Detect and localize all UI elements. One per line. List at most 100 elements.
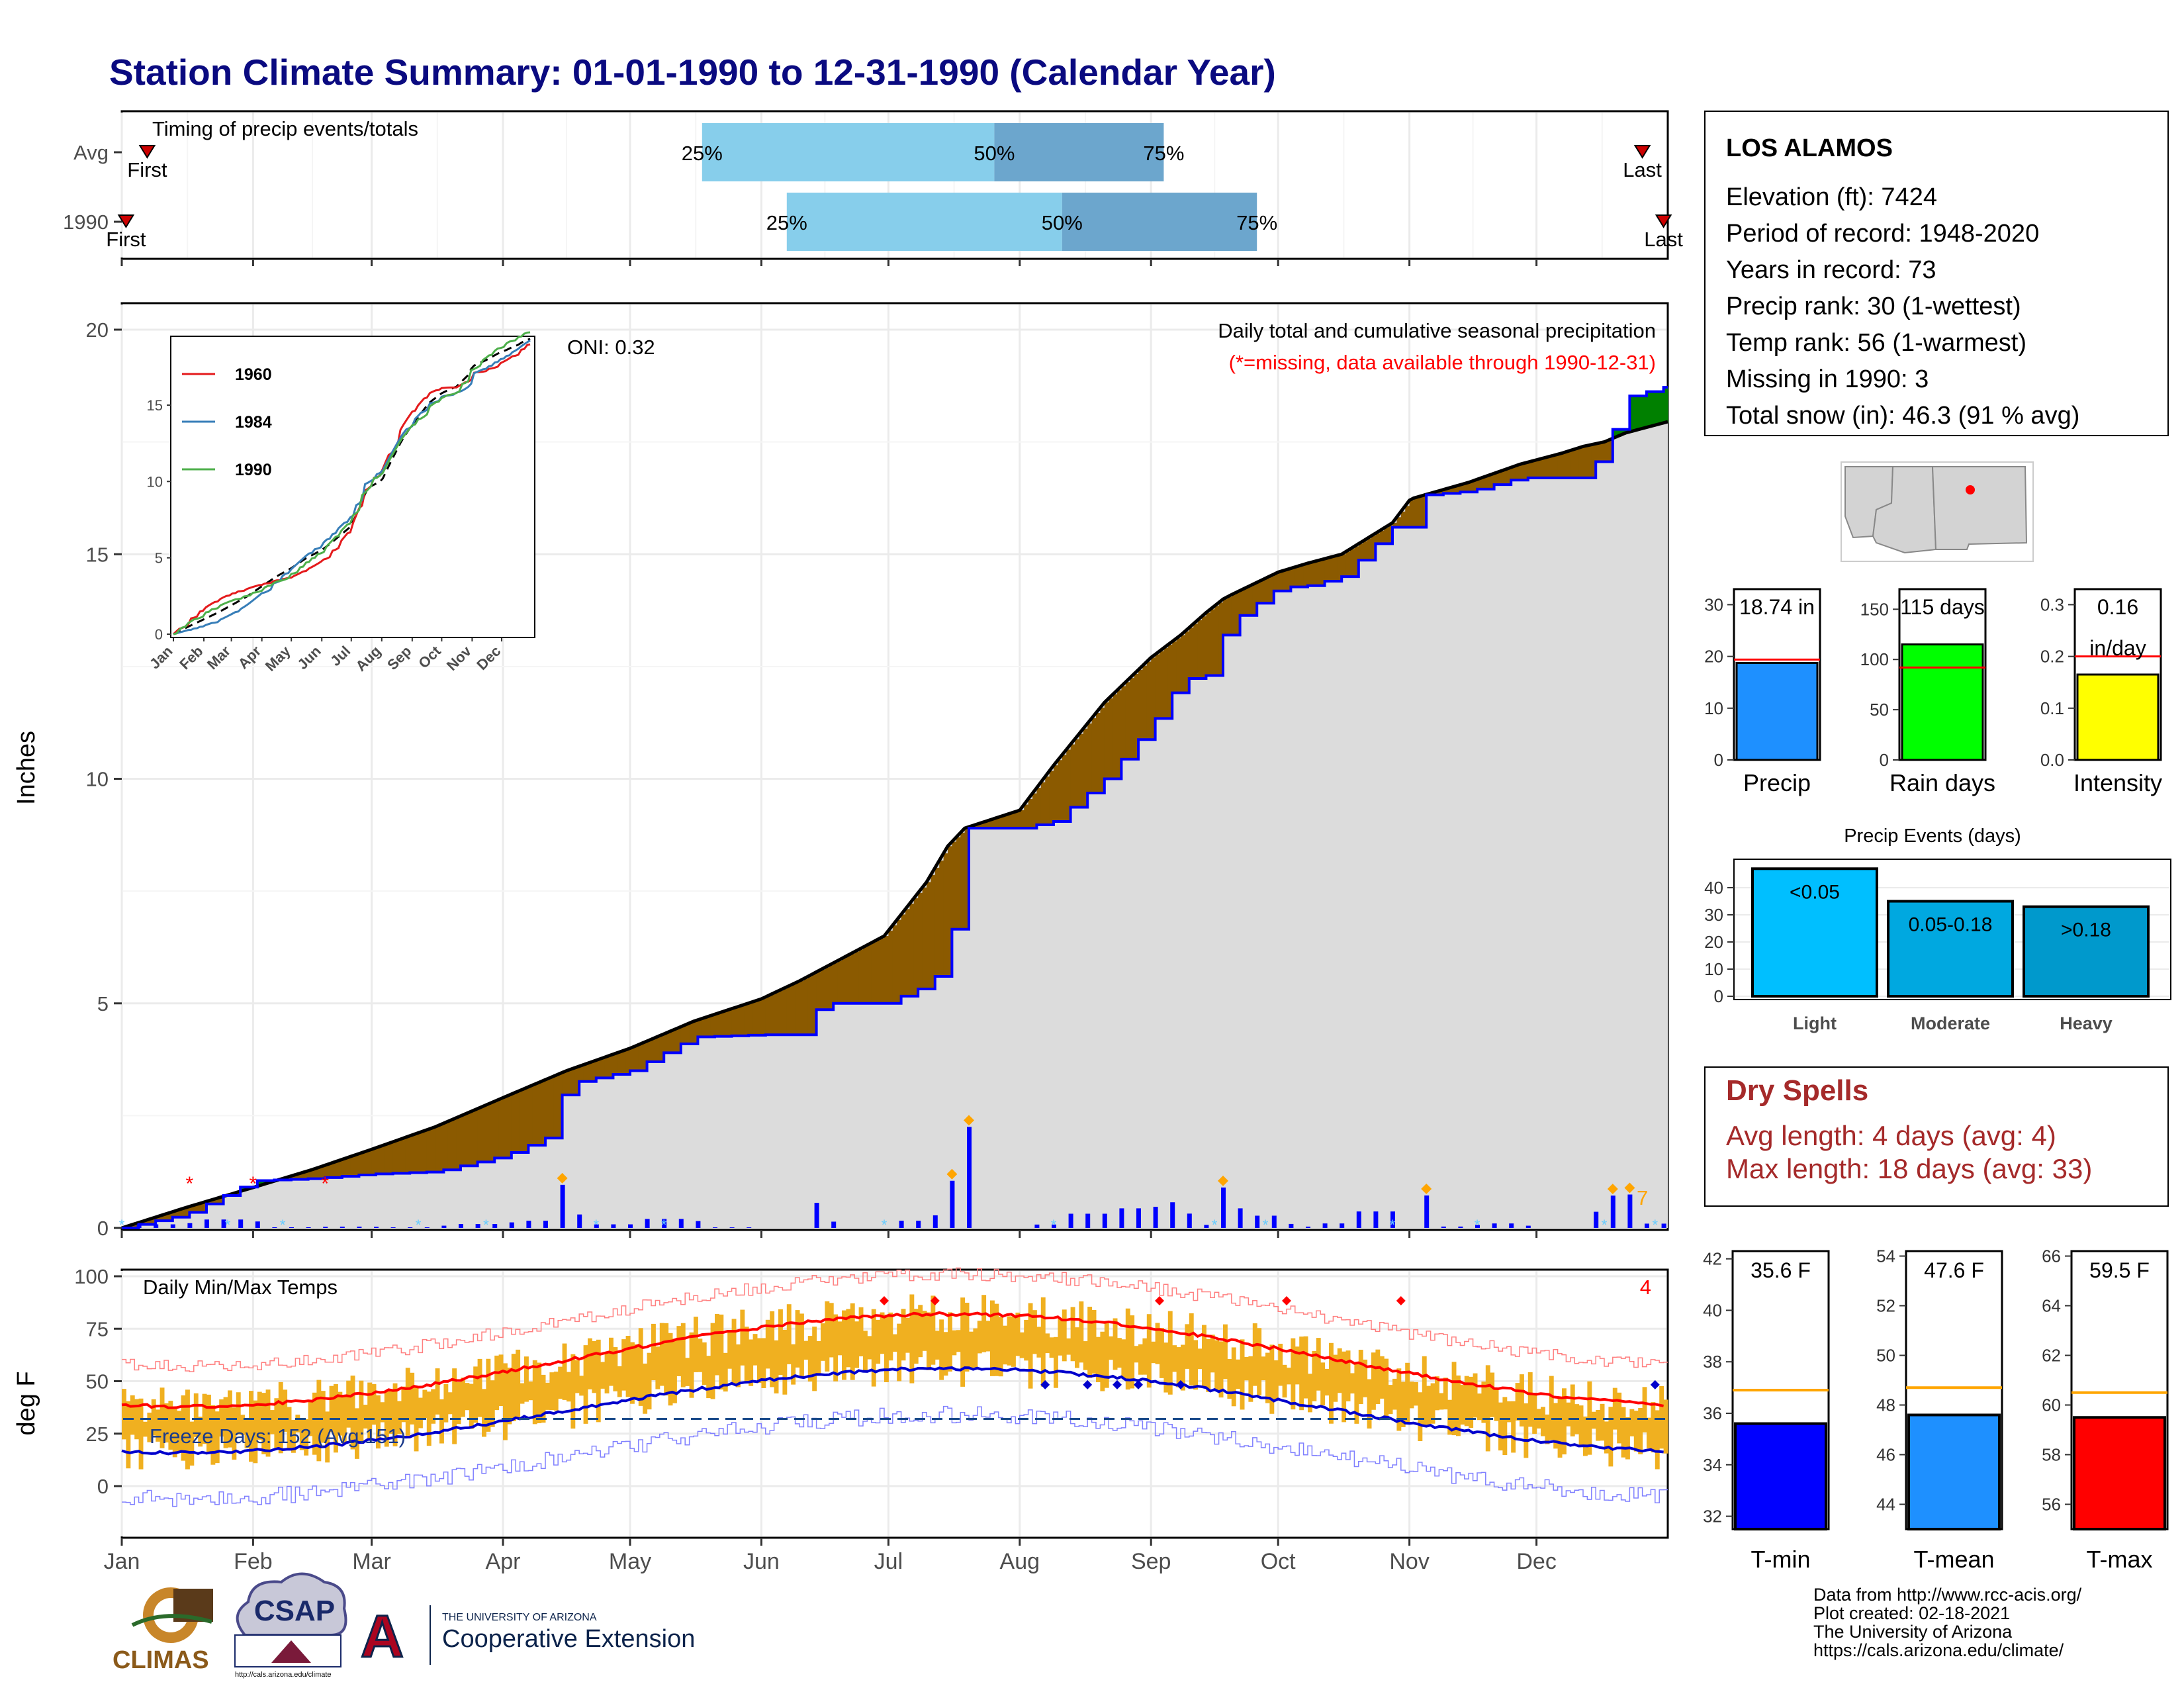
daily-temp-bar bbox=[829, 1303, 834, 1358]
departure-slice bbox=[1379, 530, 1385, 544]
daily-temp-bar bbox=[1400, 1382, 1406, 1427]
daily-temp-bar bbox=[265, 1389, 271, 1457]
daily-precip-bar bbox=[1289, 1223, 1294, 1228]
timing-bar-50-75 bbox=[1062, 193, 1257, 251]
daily-temp-bar bbox=[1511, 1401, 1516, 1453]
daily-temp-bar bbox=[532, 1360, 537, 1425]
precip-panel: * * * * * * * * * * * * * * * * * * 0 5 10 15 20 Inches Daily… bbox=[13, 302, 1669, 1240]
events-ytick-label: 10 bbox=[1704, 959, 1723, 979]
departure-slice bbox=[469, 1112, 474, 1166]
departure-slice bbox=[1532, 461, 1537, 478]
daily-temp-bar bbox=[308, 1401, 313, 1436]
departure-slice bbox=[490, 1103, 495, 1162]
daily-temp-bar bbox=[956, 1330, 961, 1352]
daily-temp-bar bbox=[156, 1409, 161, 1442]
daily-precip-bar bbox=[662, 1219, 667, 1228]
departure-slice bbox=[647, 1041, 652, 1062]
temp-ytick-label: 75 bbox=[86, 1317, 109, 1340]
departure-slice bbox=[698, 1019, 703, 1037]
daily-temp-bar bbox=[397, 1401, 402, 1434]
last-event-marker bbox=[1655, 214, 1672, 228]
daily-precip-bar bbox=[916, 1221, 921, 1228]
daily-precip-bar bbox=[645, 1219, 650, 1228]
temperature-summary-bars: 32 34 36 38 40 42 35.6 F T-min 44 46 48 50 52 54 47.6 … bbox=[1703, 1246, 2169, 1573]
departure-slice bbox=[1435, 492, 1440, 495]
departure-slice bbox=[447, 1121, 453, 1170]
departure-slice bbox=[655, 1037, 660, 1062]
daily-precip-bar bbox=[543, 1221, 548, 1228]
daily-temp-bar bbox=[1562, 1388, 1567, 1455]
daily-temp-bar bbox=[994, 1303, 999, 1376]
station-detail-line: Years in record: 73 bbox=[1726, 256, 1936, 284]
daily-temp-bar bbox=[151, 1399, 156, 1436]
daily-temp-bar bbox=[1451, 1362, 1457, 1436]
daily-temp-bar bbox=[1121, 1339, 1126, 1379]
temp-summary-ytick-label: 66 bbox=[2042, 1246, 2061, 1266]
departure-slice bbox=[609, 1055, 614, 1078]
departure-slice bbox=[443, 1123, 449, 1170]
departure-slice bbox=[210, 1200, 216, 1204]
departure-slice bbox=[1511, 467, 1516, 481]
temp-summary-ytick-label: 34 bbox=[1703, 1455, 1722, 1475]
daily-precip-bar bbox=[1322, 1223, 1328, 1228]
daily-temp-bar bbox=[1358, 1350, 1363, 1405]
summary-ytick-label: 0.3 bbox=[2040, 594, 2064, 614]
summary-bar-Precip bbox=[1735, 661, 1819, 761]
departure-slice bbox=[956, 837, 961, 929]
location-map bbox=[1841, 461, 2034, 562]
departure-slice bbox=[1303, 564, 1308, 587]
departure-slice bbox=[1125, 682, 1130, 759]
departure-slice bbox=[456, 1117, 461, 1170]
departure-slice bbox=[1299, 565, 1304, 587]
daily-temp-bar bbox=[1600, 1403, 1605, 1441]
timing-pct-label: 75% bbox=[1143, 142, 1184, 165]
departure-slice bbox=[338, 1160, 343, 1178]
daily-temp-bar bbox=[261, 1393, 267, 1454]
daily-temp-bar bbox=[579, 1376, 584, 1396]
daily-precip-bar bbox=[628, 1224, 633, 1228]
departure-slice bbox=[359, 1153, 364, 1176]
departure-slice bbox=[736, 1007, 741, 1036]
daily-temp-bar bbox=[685, 1358, 690, 1386]
daily-temp-bar bbox=[1308, 1374, 1312, 1413]
timing-row-label: 1990 bbox=[63, 211, 109, 234]
daily-temp-bar bbox=[1062, 1309, 1067, 1362]
departure-slice bbox=[659, 1035, 664, 1062]
daily-temp-bar bbox=[1557, 1397, 1563, 1458]
daily-temp-bar bbox=[659, 1323, 664, 1386]
departure-slice bbox=[1566, 451, 1571, 478]
summary-bar-charts: 0 10 20 30 18.74 in Precip 0 50 100 150 115 days Ra… bbox=[1704, 588, 2162, 796]
daily-precip-bar bbox=[1373, 1211, 1379, 1228]
departure-slice bbox=[1659, 391, 1664, 424]
daily-temp-bar bbox=[1663, 1399, 1668, 1454]
departure-slice bbox=[147, 1219, 152, 1225]
departure-slice bbox=[1456, 486, 1461, 494]
departure-slice bbox=[1384, 528, 1389, 544]
departure-slice bbox=[355, 1154, 360, 1176]
daily-temp-bar bbox=[206, 1394, 211, 1454]
daily-temp-bar bbox=[320, 1391, 326, 1443]
daily-temp-bar bbox=[901, 1309, 906, 1361]
daily-temp-bar bbox=[392, 1383, 398, 1446]
departure-slice bbox=[706, 1017, 711, 1037]
event-bar-Moderate bbox=[1887, 900, 2014, 998]
daily-temp-bar bbox=[786, 1304, 792, 1364]
daily-temp-bar bbox=[147, 1413, 152, 1442]
extreme-precip-marker bbox=[964, 1115, 974, 1126]
ua-small-text: THE UNIVERSITY OF ARIZONA bbox=[442, 1612, 597, 1623]
daily-temp-bar bbox=[1506, 1401, 1512, 1423]
snow-marker: * bbox=[1212, 1217, 1218, 1233]
daily-temp-bar bbox=[359, 1380, 364, 1444]
daily-temp-bar bbox=[583, 1345, 588, 1424]
departure-slice bbox=[1236, 592, 1241, 635]
daily-temp-bar bbox=[465, 1383, 470, 1411]
daily-temp-bar bbox=[952, 1330, 957, 1356]
departure-slice bbox=[664, 1033, 669, 1053]
departure-slice bbox=[1104, 702, 1109, 779]
departure-slice bbox=[676, 1028, 682, 1053]
daily-temp-bar bbox=[1045, 1333, 1050, 1354]
daily-temp-bar bbox=[244, 1419, 250, 1448]
observed-cumulative-line bbox=[122, 386, 1668, 1229]
departure-slice bbox=[1172, 641, 1177, 693]
departure-slice bbox=[1291, 568, 1296, 587]
